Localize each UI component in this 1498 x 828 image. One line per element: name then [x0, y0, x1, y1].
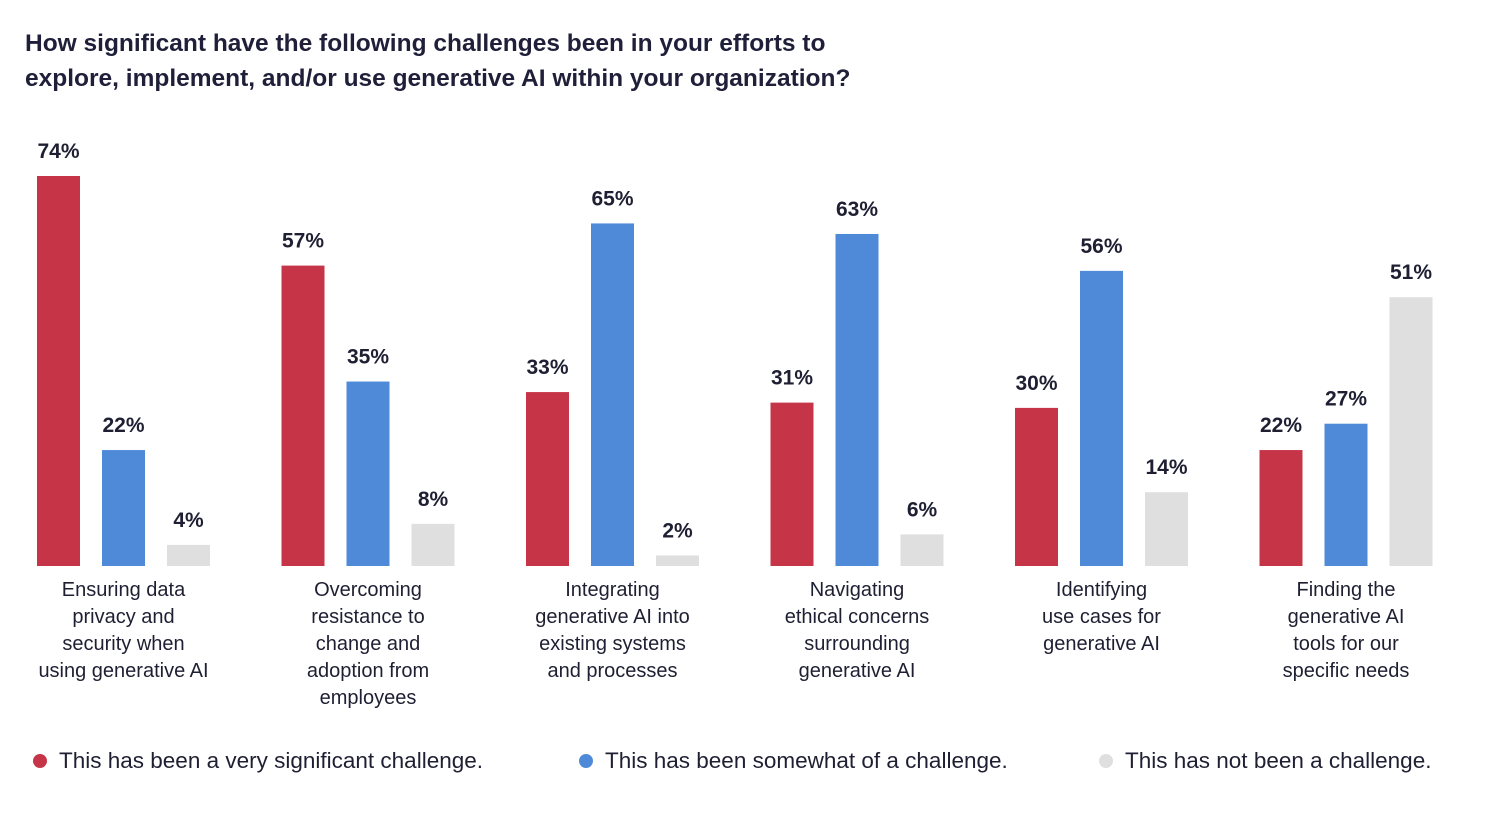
legend-swatch-somewhat [579, 754, 593, 768]
data-label-very-significant-0: 74% [37, 140, 79, 163]
category-label-5: Finding the generative AI tools for our spe… [1236, 577, 1456, 685]
bar-somewhat-3 [835, 233, 879, 567]
chart-title-line-2: explore, implement, and/or use generativ… [25, 65, 851, 92]
bar-not-5 [1389, 297, 1433, 566]
bar-not-3 [900, 534, 944, 566]
legend-label-somewhat: This has been somewhat of a challenge. [605, 748, 1008, 773]
bar-somewhat-2 [591, 223, 634, 566]
data-label-very-significant-5: 22% [1260, 414, 1302, 437]
legend-swatch-very-significant [33, 754, 47, 768]
bar-somewhat-0 [102, 450, 145, 566]
data-label-somewhat-0: 22% [102, 414, 144, 437]
category-label-line: employees [319, 687, 417, 709]
data-label-very-significant-3: 31% [771, 367, 813, 390]
chart-title-line-1: How significant have the following chall… [25, 30, 826, 57]
category-label-3: Navigating ethical concerns surrounding gen… [747, 577, 967, 685]
category-label-line: existing systems [539, 633, 686, 655]
category-label-2: Integrating generative AI into existing sy… [503, 577, 723, 685]
category-label-line: Ensuring data [61, 579, 186, 601]
category-label-line: Finding the [1296, 579, 1396, 601]
category-label-line: specific needs [1282, 660, 1410, 682]
bar-somewhat-1 [346, 381, 390, 566]
data-label-not-1: 8% [418, 488, 449, 511]
data-label-not-4: 14% [1145, 456, 1187, 479]
category-label-line: tools for our [1293, 633, 1399, 655]
legend-item-somewhat: This has been somewhat of a challenge. [579, 748, 1008, 774]
bar-very-significant-0 [37, 176, 80, 566]
data-label-not-0: 4% [173, 509, 204, 532]
data-label-very-significant-4: 30% [1015, 372, 1057, 395]
category-label-line: generative AI [1287, 606, 1405, 628]
bar-very-significant-5 [1259, 450, 1303, 566]
category-label-line: use cases for [1042, 606, 1161, 628]
bar-not-0 [167, 544, 210, 566]
bar-chart: 74% 22% 4% 57% 35% 8% 33% 65% 2% 31% 63% 6% 30% 56% 14… [37, 140, 1433, 567]
chart-title: How significant have the following chall… [25, 26, 1025, 96]
bar-not-4 [1145, 492, 1188, 566]
legend-item-very-significant: This has been a very significant challen… [33, 748, 483, 774]
category-label-line: Navigating [809, 579, 905, 601]
data-label-very-significant-1: 57% [282, 230, 324, 253]
category-label-line: adoption from [306, 660, 430, 682]
category-label-line: surrounding [804, 633, 910, 655]
data-label-somewhat-1: 35% [347, 346, 389, 369]
data-label-somewhat-3: 63% [836, 198, 878, 221]
legend-item-not: This has not been a challenge. [1099, 748, 1431, 774]
data-label-somewhat-2: 65% [591, 187, 633, 210]
category-label-line: Integrating [565, 579, 660, 601]
category-label-line: change and [315, 633, 421, 655]
legend-swatch-not [1099, 754, 1113, 768]
legend-label-very-significant: This has been a very significant challen… [59, 748, 483, 773]
category-label-line: generative AI [798, 660, 916, 682]
category-label-line: generative AI into [535, 606, 690, 628]
category-label-line: using generative AI [38, 660, 209, 682]
category-label-line: resistance to [311, 606, 425, 628]
category-label-line: Identifying [1055, 579, 1148, 601]
category-label-0: Ensuring data privacy and security when usi… [14, 577, 234, 685]
category-label-line: ethical concerns [784, 606, 930, 628]
category-label-line: privacy and [72, 606, 175, 628]
data-label-somewhat-5: 27% [1325, 388, 1367, 411]
legend-label-not: This has not been a challenge. [1125, 748, 1432, 773]
bar-somewhat-4 [1080, 270, 1123, 566]
bar-very-significant-1 [281, 265, 325, 566]
data-label-not-3: 6% [907, 498, 938, 521]
bar-very-significant-4 [1015, 407, 1058, 566]
bar-very-significant-2 [526, 392, 569, 566]
data-label-not-2: 2% [662, 519, 693, 542]
legend: This has been a very significant challen… [0, 748, 1498, 782]
data-label-very-significant-2: 33% [526, 356, 568, 379]
bar-not-2 [656, 555, 699, 566]
category-label-line: security when [62, 633, 185, 655]
data-label-not-5: 51% [1390, 261, 1432, 284]
data-label-somewhat-4: 56% [1080, 235, 1122, 258]
category-label-line: generative AI [1043, 633, 1160, 655]
bar-very-significant-3 [770, 402, 814, 566]
bar-not-1 [411, 523, 455, 566]
category-label-line: Overcoming [314, 579, 422, 601]
category-label-4: Identifying use cases for generative AI [992, 577, 1212, 658]
category-label-line: and processes [547, 660, 678, 682]
bar-somewhat-5 [1324, 423, 1368, 566]
category-label-1: Overcoming resistance to change and adoptio… [258, 577, 478, 712]
